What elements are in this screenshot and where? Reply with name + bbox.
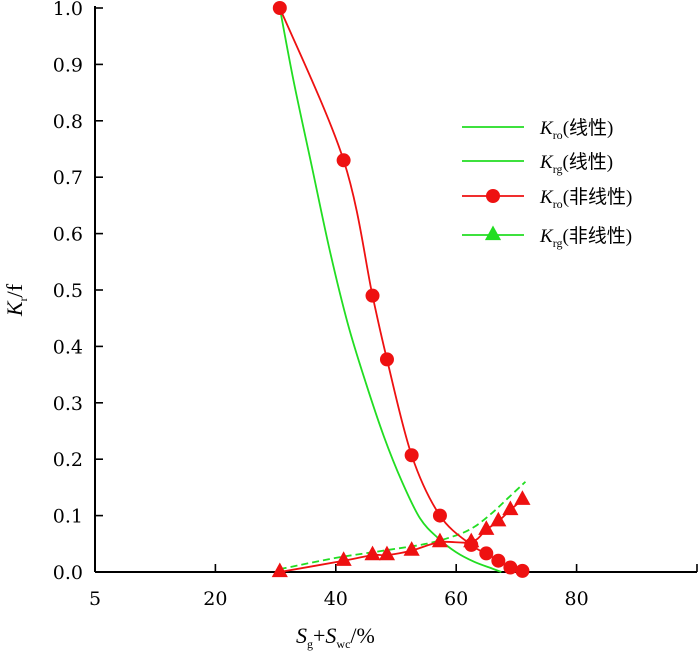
- series-2: [272, 1, 530, 578]
- series-2-point-7: [479, 546, 494, 561]
- y-tick-label-0: 0.0: [53, 562, 83, 584]
- y-tick-label-3: 0.3: [53, 393, 83, 415]
- y-tick-label-10: 1.0: [53, 0, 83, 20]
- x-tick-label-0: 5: [89, 588, 101, 610]
- x-tick-label-1: 20: [203, 588, 227, 610]
- series-1: [279, 481, 527, 571]
- series-3: [271, 490, 531, 578]
- series-2-point-10: [515, 563, 530, 578]
- y-tick-label-8: 0.8: [53, 111, 83, 133]
- series-2-point-0: [272, 1, 287, 15]
- series-line-0: [278, 7, 502, 573]
- series-layer: [271, 1, 531, 578]
- axes: 0.0 0.1 0.2 0.3 0.4 0.5 0.6 0.7 0.8 0.9 1.0 5 20 40 60…: [53, 0, 698, 610]
- series-3-point-8: [490, 511, 507, 527]
- series-3-point-7: [478, 520, 495, 535]
- y-tick-label-2: 0.2: [53, 449, 83, 471]
- y-tick-label-4: 0.4: [53, 336, 83, 358]
- x-tick-label-3: 60: [444, 588, 468, 610]
- series-2-point-8: [491, 553, 506, 568]
- series-2-point-6: [464, 537, 479, 552]
- y-tick-label-5: 0.5: [53, 280, 83, 302]
- y-tick-label-6: 0.6: [53, 224, 83, 246]
- series-3-point-9: [502, 500, 519, 516]
- legend-label-0: Kro(线性): [539, 117, 613, 142]
- series-2-point-2: [365, 288, 380, 303]
- legend: Kro(线性) Krg(线性) Kro(非线性) Krg(非线性): [462, 117, 632, 250]
- series-3-point-5: [431, 532, 449, 548]
- series-2-point-4: [404, 448, 419, 463]
- x-tick-label-4: 80: [565, 588, 589, 610]
- series-3-point-1: [335, 551, 352, 566]
- legend-marker-2: [486, 189, 500, 203]
- legend-label-2: Kro(非线性): [539, 186, 632, 211]
- series-2-point-3: [379, 352, 394, 367]
- series-3-point-0: [271, 562, 288, 578]
- series-line-2: [278, 7, 523, 572]
- legend-label-1: Krg(线性): [539, 151, 613, 176]
- series-3-point-4: [403, 541, 420, 556]
- axis-titles: Sg+Swc/% Kr/f: [2, 283, 375, 651]
- series-2-point-5: [432, 508, 447, 523]
- series-3-point-10: [514, 490, 531, 505]
- y-tick-label-7: 0.7: [53, 167, 83, 189]
- series-3-point-3: [378, 545, 396, 561]
- x-axis-title: Sg+Swc/%: [296, 623, 375, 651]
- y-axis-title: Kr/f: [2, 283, 30, 317]
- legend-label-3: Krg(非线性): [539, 225, 632, 250]
- series-2-point-1: [336, 153, 351, 168]
- legend-marker-3: [484, 225, 502, 241]
- series-3-point-2: [364, 545, 381, 561]
- x-tick-label-2: 40: [324, 588, 348, 610]
- series-line-1: [279, 481, 527, 571]
- y-tick-label-1: 0.1: [53, 506, 83, 528]
- series-2-point-9: [503, 560, 518, 575]
- series-0: [278, 7, 502, 573]
- y-tick-label-9: 0.9: [53, 54, 83, 76]
